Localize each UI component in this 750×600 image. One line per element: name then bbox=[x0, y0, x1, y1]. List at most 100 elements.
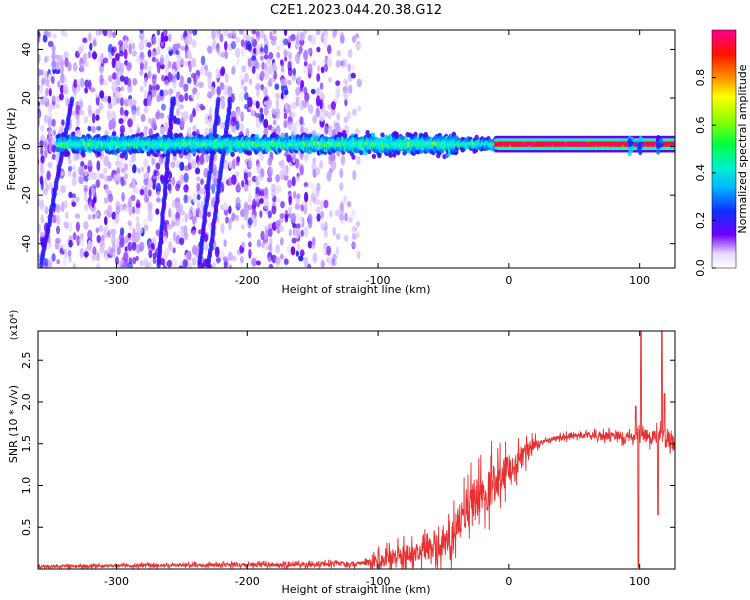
spectrogram-cell bbox=[339, 168, 344, 179]
spectrogram-cell bbox=[192, 30, 198, 36]
spectrogram-cell bbox=[112, 85, 116, 94]
spectrogram-cell bbox=[320, 210, 325, 219]
spectrogram-cell bbox=[164, 260, 168, 267]
spectrogram-cell bbox=[200, 65, 204, 75]
spectrogram-cell bbox=[119, 236, 125, 247]
spectrogram-cell bbox=[263, 44, 269, 55]
spectrogram-cell bbox=[267, 157, 273, 167]
spectrogram-cell bbox=[323, 125, 329, 136]
spectrogram-cell bbox=[280, 200, 285, 209]
spectrogram-cell bbox=[307, 263, 312, 268]
spectrogram-cell bbox=[83, 221, 89, 230]
spectrogram-cell bbox=[241, 65, 246, 73]
spectrogram-cell bbox=[46, 170, 51, 181]
spectrogram-cell bbox=[179, 237, 185, 246]
spectrogram-cell bbox=[228, 221, 232, 231]
spectrogram-cell bbox=[303, 49, 308, 61]
spectrogram-cell bbox=[112, 31, 116, 38]
spectrogram-cell bbox=[179, 75, 185, 84]
spectrogram-cell bbox=[172, 78, 177, 89]
spectrogram-cell bbox=[332, 30, 336, 39]
spectrogram-cell bbox=[288, 228, 292, 237]
spectrogram-cell bbox=[114, 256, 119, 265]
spectrogram-cell bbox=[68, 158, 72, 165]
spectrogram-cell bbox=[79, 100, 84, 109]
spectrogram-cell bbox=[73, 79, 78, 89]
spectrogram-cell bbox=[116, 167, 120, 175]
spectrogram-cell bbox=[74, 196, 80, 203]
spectrogram-cell bbox=[276, 44, 281, 51]
spectrogram-cell bbox=[260, 70, 265, 79]
spectrogram-cell bbox=[167, 71, 172, 83]
spectrogram-cell bbox=[259, 210, 263, 218]
spectrogram-cell bbox=[168, 33, 172, 42]
spectrogram-cell bbox=[114, 160, 120, 167]
spectrogram-cell bbox=[156, 171, 161, 181]
spectrogram-cell bbox=[164, 54, 170, 65]
spectrogram-cell bbox=[57, 80, 61, 88]
spectrogram-cell bbox=[132, 227, 136, 239]
spectrogram-cell bbox=[122, 180, 127, 186]
spectrogram-cell bbox=[78, 175, 84, 185]
spectrogram-cell bbox=[139, 241, 145, 251]
spectrogram-cell bbox=[107, 30, 112, 39]
spectrogram-cell bbox=[303, 182, 309, 188]
spectrogram-cell bbox=[251, 107, 255, 117]
spectrogram-cell bbox=[38, 172, 41, 182]
spectrogram-cell bbox=[262, 86, 268, 96]
spectrogram-cell bbox=[123, 251, 129, 263]
spectrogram-cell bbox=[241, 224, 245, 230]
spectrogram-cell bbox=[239, 30, 244, 35]
spectrogram-cell bbox=[274, 185, 279, 196]
spectrogram-cell bbox=[83, 184, 89, 193]
spectrogram-cell bbox=[340, 154, 346, 166]
spectrogram-cell bbox=[179, 57, 185, 66]
spectrogram-cell bbox=[139, 61, 144, 71]
spectrogram-cell bbox=[299, 165, 305, 176]
spectrogram-cell bbox=[268, 171, 273, 178]
spectrogram-cell bbox=[219, 121, 226, 129]
spectrogram-cell bbox=[135, 231, 141, 242]
spectrogram-cell bbox=[175, 49, 180, 56]
spectrogram-cell bbox=[75, 221, 80, 232]
spectrogram-cell bbox=[135, 221, 141, 233]
spectrogram-cell bbox=[180, 217, 185, 224]
spectrogram-cell bbox=[43, 258, 49, 267]
spectrogram-cell bbox=[355, 221, 361, 227]
spectrogram-cell bbox=[220, 99, 226, 110]
spectrogram-cell bbox=[74, 151, 80, 161]
spectrogram-cell bbox=[223, 90, 228, 96]
spectrogram-cell bbox=[139, 260, 144, 267]
spectrogram-cell bbox=[312, 157, 317, 164]
spectrogram-cell bbox=[276, 51, 281, 59]
spectrogram-cell bbox=[266, 57, 272, 65]
spectrogram-cell bbox=[244, 92, 249, 101]
spectrogram-cell bbox=[58, 93, 64, 101]
spectrogram-cell bbox=[96, 262, 101, 268]
spectrogram-cell bbox=[45, 87, 49, 96]
spectrogram-cell bbox=[266, 176, 273, 183]
spectrogram-marks bbox=[38, 30, 675, 268]
spectrogram-cell bbox=[40, 124, 45, 132]
spectrogram-cell bbox=[350, 72, 356, 79]
spectrogram-cell bbox=[315, 206, 321, 214]
spectrogram-cell bbox=[192, 192, 198, 204]
spectrogram-cell bbox=[343, 58, 348, 68]
spectrogram-cell bbox=[200, 55, 206, 66]
spectrogram-cell bbox=[235, 171, 240, 177]
spectrogram-cell bbox=[348, 216, 353, 223]
spectrogram-cell bbox=[159, 126, 165, 135]
spectrogram-cell bbox=[295, 34, 300, 46]
spectrogram-cell bbox=[231, 174, 237, 185]
spectrogram-cell bbox=[295, 250, 299, 257]
spectrogram-cell bbox=[95, 114, 100, 121]
spectrogram-cell bbox=[64, 31, 68, 38]
spectrogram-cell bbox=[84, 87, 88, 94]
spectrogram-cell bbox=[38, 35, 41, 44]
spectrogram-cell bbox=[355, 231, 360, 239]
spectrogram-cell bbox=[272, 30, 277, 35]
spectrogram-cell bbox=[247, 178, 252, 187]
spectrogram-cell bbox=[96, 125, 102, 131]
spectrogram-cell bbox=[147, 212, 153, 222]
